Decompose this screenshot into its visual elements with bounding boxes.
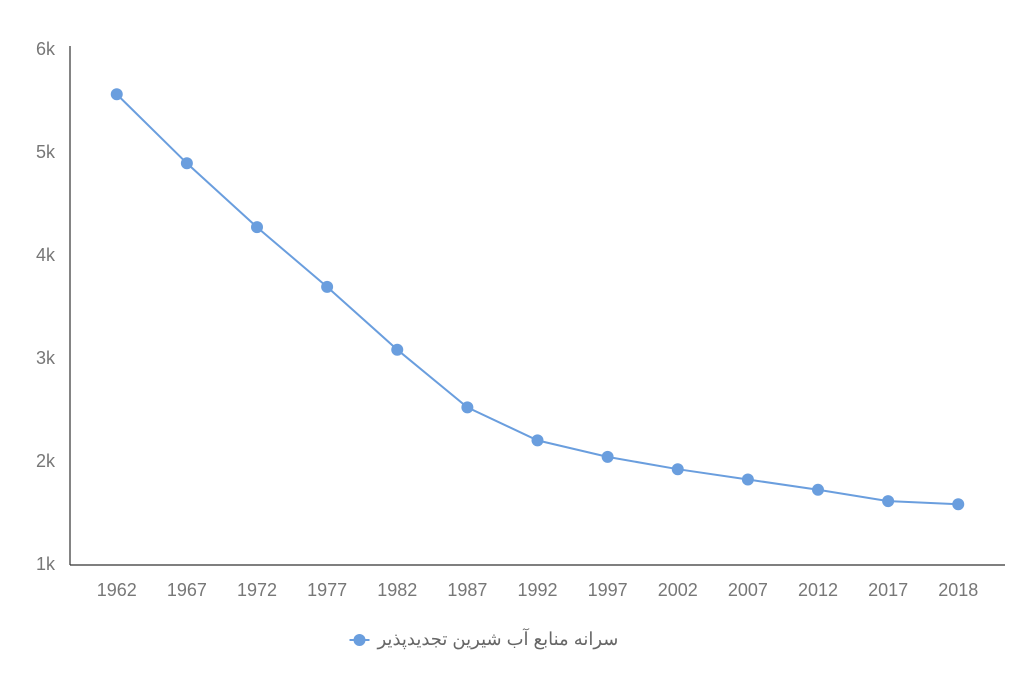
- x-tick-label: 2017: [868, 580, 908, 600]
- data-point: [672, 463, 684, 475]
- line-chart: 1k 2k 3k 4k 5k 6k 1962 1967 1972 1977 1982 1987 1992…: [0, 0, 1024, 683]
- y-tick-label: 2k: [36, 451, 56, 471]
- legend-label: سرانه منابع آب شیرین تجدیدپذیر: [377, 628, 619, 650]
- data-point: [111, 88, 123, 100]
- x-tick-label: 1977: [307, 580, 347, 600]
- data-point: [742, 474, 754, 486]
- x-tick-label: 2007: [728, 580, 768, 600]
- legend: سرانه منابع آب شیرین تجدیدپذیر: [350, 628, 619, 650]
- chart-container: 1k 2k 3k 4k 5k 6k 1962 1967 1972 1977 1982 1987 1992…: [0, 0, 1024, 683]
- data-point: [952, 498, 964, 510]
- x-tick-label: 1982: [377, 580, 417, 600]
- y-tick-label: 3k: [36, 348, 56, 368]
- x-tick-label: 1962: [97, 580, 137, 600]
- x-tick-label: 1967: [167, 580, 207, 600]
- data-point: [812, 484, 824, 496]
- data-point: [532, 434, 544, 446]
- data-point: [882, 495, 894, 507]
- data-point: [391, 344, 403, 356]
- y-tick-label: 6k: [36, 39, 56, 59]
- x-tick-label: 2012: [798, 580, 838, 600]
- x-tick-label: 1987: [447, 580, 487, 600]
- x-tick-label: 1997: [588, 580, 628, 600]
- legend-marker-icon: [354, 634, 366, 646]
- x-tick-label: 2018: [938, 580, 978, 600]
- y-tick-label: 5k: [36, 142, 56, 162]
- data-point: [251, 221, 263, 233]
- x-tick-label: 2002: [658, 580, 698, 600]
- y-tick-label: 1k: [36, 554, 56, 574]
- data-point: [461, 401, 473, 413]
- data-point: [321, 281, 333, 293]
- data-point: [602, 451, 614, 463]
- x-tick-label: 1992: [517, 580, 557, 600]
- data-point: [181, 157, 193, 169]
- x-tick-label: 1972: [237, 580, 277, 600]
- y-tick-label: 4k: [36, 245, 56, 265]
